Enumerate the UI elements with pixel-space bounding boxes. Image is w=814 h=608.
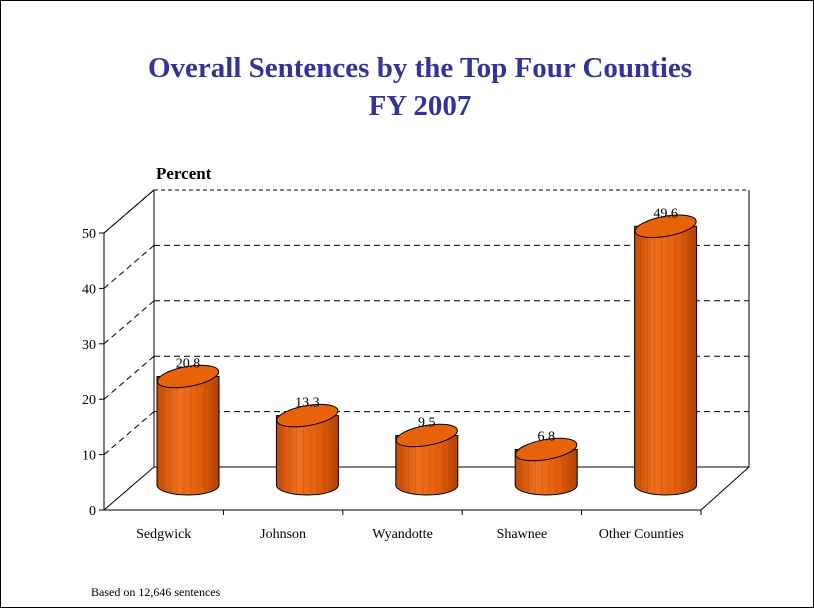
bar-top [515, 437, 578, 462]
y-tick-label: 40 [82, 282, 96, 297]
gridline-side [103, 245, 155, 289]
bar-top [634, 214, 697, 239]
bar-body [395, 434, 459, 496]
category-labels: Sedgwick Johnson Wyandotte Shawnee Other Cou… [136, 510, 702, 542]
data-label: 20.8 [176, 357, 201, 372]
gridline-side [103, 300, 155, 345]
gridline-side [103, 355, 155, 400]
category-label: Wyandotte [372, 527, 433, 542]
bar: 13.3 [275, 396, 339, 496]
floor-left-edge [103, 466, 155, 511]
chart-title-line-1: Overall Sentences by the Top Four Counti… [148, 52, 692, 84]
bar: 49.6 [634, 206, 698, 496]
category-label: Johnson [260, 527, 306, 542]
bar: 6.8 [514, 430, 578, 496]
bar-top [395, 423, 458, 448]
gridline-side [103, 411, 155, 455]
gridline-side [103, 189, 155, 234]
footnote: Based on 12,646 sentences [91, 585, 221, 599]
y-tick-label: 10 [82, 449, 96, 464]
chart-title-line-2: FY 2007 [369, 90, 472, 122]
bar: 20.8 [156, 357, 220, 496]
data-label: 13.3 [295, 396, 320, 411]
y-tick-label: 30 [82, 338, 96, 353]
data-label: 49.6 [653, 206, 678, 221]
bar: 9.5 [395, 415, 459, 496]
y-axis-title: Percent [156, 164, 212, 183]
y-tick-label: 50 [82, 227, 96, 242]
bar-top [156, 364, 220, 389]
bar-body [634, 225, 698, 496]
category-label: Other Counties [599, 527, 684, 542]
bar-body [275, 415, 339, 496]
data-label: 6.8 [537, 430, 555, 445]
bar-body [156, 376, 220, 496]
y-tick-label: 0 [89, 504, 96, 519]
y-tick-label: 20 [82, 393, 96, 408]
category-label: Shawnee [497, 527, 548, 542]
data-label: 9.5 [418, 415, 436, 430]
bar-top [276, 403, 339, 428]
bars: 20.8 13.3 9.5 6.8 49.6 [156, 206, 698, 496]
y-axis-ticks: 0 10 20 30 40 50 [82, 227, 104, 519]
category-label: Sedgwick [136, 527, 191, 542]
